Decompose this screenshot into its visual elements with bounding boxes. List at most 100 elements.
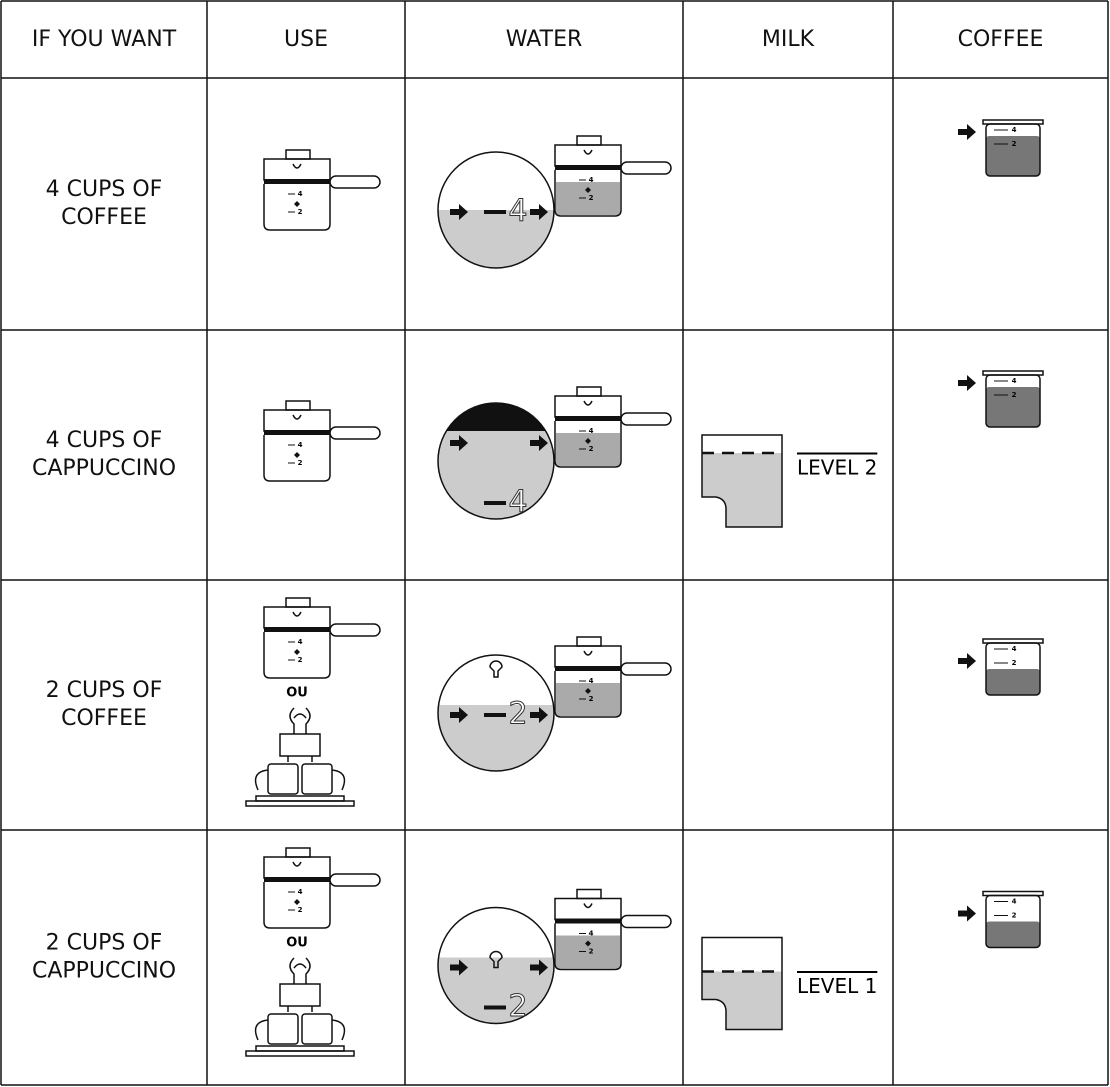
holder [289, 707, 311, 734]
valve [583, 400, 593, 406]
handle [620, 662, 672, 676]
top [263, 158, 331, 181]
beaker-mark: 4 [1012, 377, 1017, 385]
beaker-mark: 4 [1012, 898, 1017, 906]
handle [329, 426, 381, 440]
rim [982, 638, 1044, 644]
dark-band [438, 403, 554, 431]
want-text: 4 CUPS OF [46, 177, 163, 202]
arrow-icon [450, 435, 468, 451]
drop [585, 688, 591, 694]
want-text: 2 CUPS OF [46, 931, 163, 956]
carafe-mark: 2 [298, 459, 303, 467]
knob [489, 660, 503, 678]
valve [583, 903, 593, 909]
want-text: COFFEE [61, 706, 147, 731]
beaker-mark: 2 [1012, 659, 1017, 667]
arrow-icon [530, 959, 548, 976]
carafe-mark: 4 [298, 638, 303, 646]
water [438, 421, 554, 519]
valve [583, 650, 593, 656]
cup [301, 1013, 333, 1045]
carafe-mark: 2 [589, 948, 594, 956]
carafe-mark: 2 [298, 656, 303, 664]
beaker-mark: 4 [1012, 645, 1017, 653]
top [554, 395, 622, 418]
arrow-icon [530, 435, 548, 451]
beaker-mark: 2 [1012, 140, 1017, 148]
lid [576, 135, 602, 146]
gauge [438, 957, 554, 1024]
column-header: MILK [762, 27, 815, 52]
band [555, 666, 621, 671]
beaker-mark: 4 [1012, 126, 1017, 134]
rim [982, 119, 1044, 125]
drop [294, 899, 300, 905]
filter [279, 733, 321, 757]
band [264, 179, 330, 184]
milk-level: LEVEL 1 [797, 974, 877, 998]
band [555, 918, 621, 924]
body [554, 170, 622, 217]
gauge-number: 2 [508, 989, 527, 1024]
carafe-mark: 4 [298, 190, 303, 198]
want-text: 4 CUPS OF [46, 428, 163, 453]
drop [294, 649, 300, 655]
arrow-icon [450, 959, 468, 976]
carafe-mark: 2 [589, 194, 594, 202]
body [554, 923, 622, 971]
beaker-mark: 2 [1012, 391, 1017, 399]
jug [701, 434, 783, 528]
gauge [438, 210, 554, 268]
drop [585, 187, 591, 193]
base [245, 800, 355, 807]
column-header: USE [284, 27, 328, 52]
milk-fill [702, 971, 782, 1030]
gauge-number: 2 [508, 697, 527, 732]
lid [285, 149, 311, 160]
handle [620, 161, 672, 175]
gauge-number: 4 [508, 485, 527, 520]
rim [982, 890, 1044, 897]
lid [576, 888, 602, 900]
rim [982, 370, 1044, 376]
handle [329, 623, 381, 637]
top [263, 409, 331, 432]
spouts [287, 756, 313, 762]
carafe-mark: 2 [589, 695, 594, 703]
milk-level: LEVEL 2 [797, 456, 877, 480]
carafe-mark: 4 [589, 427, 594, 435]
gauge-ring [437, 402, 555, 520]
cup [267, 1013, 299, 1045]
valve [292, 414, 302, 420]
top [263, 606, 331, 629]
top [263, 856, 331, 879]
lid [285, 597, 311, 608]
body [263, 435, 331, 482]
jug [701, 936, 783, 1031]
handle [329, 175, 381, 189]
holder [289, 957, 311, 984]
want-text: CAPPUCCINO [32, 456, 176, 481]
body [263, 184, 331, 231]
lid [576, 386, 602, 397]
body [263, 882, 331, 929]
column-header: COFFEE [958, 27, 1044, 52]
cup-handles [254, 769, 346, 791]
arrow-icon [450, 707, 468, 723]
or-text: OU [286, 686, 308, 701]
band [555, 165, 621, 170]
water [438, 705, 554, 771]
band [264, 627, 330, 632]
gauge-ring [437, 654, 555, 772]
gauge-number: 4 [508, 194, 527, 229]
carafe-mark: 4 [589, 677, 594, 685]
band [264, 877, 330, 882]
band [264, 430, 330, 435]
carafe-mark: 2 [298, 906, 303, 914]
drop [585, 438, 591, 444]
or-text: OU [286, 936, 308, 951]
arrow-icon [958, 653, 976, 669]
valve [292, 861, 302, 867]
column-header: WATER [506, 27, 583, 52]
